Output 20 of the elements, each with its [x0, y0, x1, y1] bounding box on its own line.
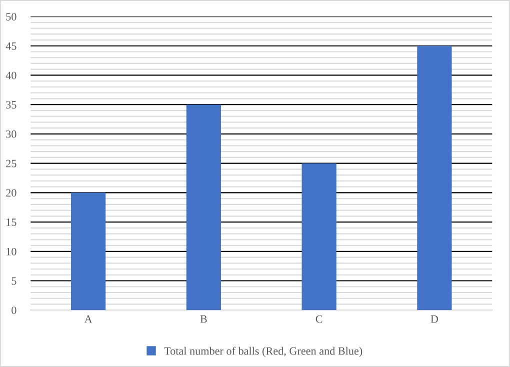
x-tick-label: B	[200, 315, 207, 323]
bar	[70, 192, 106, 310]
x-tick-label: D	[430, 315, 438, 323]
y-tick-label: 25	[6, 160, 16, 168]
y-tick-label: 40	[6, 72, 16, 80]
y-tick-label: 50	[6, 12, 16, 20]
x-tick-label: A	[84, 315, 92, 323]
y-tick-label: 5	[12, 277, 16, 285]
bar	[186, 104, 221, 310]
y-tick-label: 10	[6, 248, 16, 256]
y-tick-label: 35	[6, 101, 16, 109]
y-tick-label: 30	[6, 130, 16, 138]
bar	[417, 46, 452, 310]
y-tick-label: 0	[12, 306, 16, 314]
x-tick-label: C	[316, 315, 322, 323]
y-tick-label: 20	[6, 189, 16, 197]
y-tick-label: 15	[6, 218, 16, 226]
y-tick-label: 45	[6, 42, 16, 50]
legend-label: Total number of balls (Red, Green and Blue)	[164, 346, 362, 357]
bar	[302, 163, 336, 310]
